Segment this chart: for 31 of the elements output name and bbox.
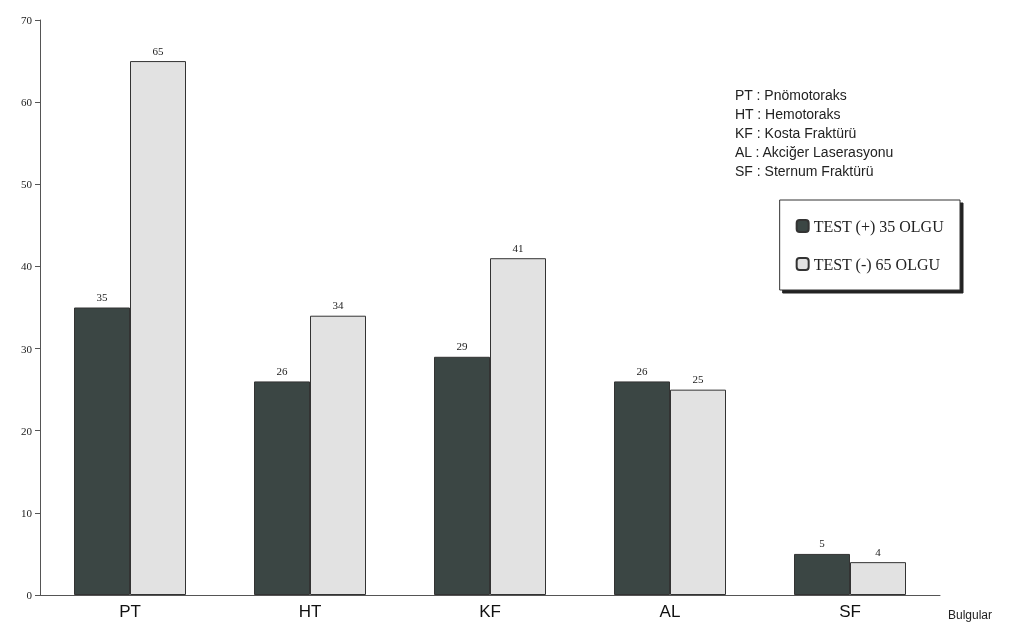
data-label: 5: [819, 537, 826, 550]
y-tick-label: 50: [21, 178, 33, 191]
x-tick-label: SF: [839, 602, 861, 621]
annotation: KF : Kosta Fraktürü: [735, 125, 857, 141]
data-label: 41: [512, 241, 524, 254]
x-tick-label: KF: [479, 602, 501, 621]
y-tick-label: 30: [21, 342, 33, 355]
data-label: 29: [456, 340, 468, 353]
data-label: 26: [636, 364, 648, 377]
y-tick-label: 40: [21, 260, 33, 273]
annotation: SF : Sternum Fraktürü: [735, 163, 874, 179]
x-tick-label: PT: [119, 602, 141, 621]
x-tick-label: AL: [659, 602, 681, 621]
data-label: 65: [152, 44, 164, 57]
y-tick-label: 60: [21, 96, 33, 109]
data-label: 4: [875, 545, 882, 558]
legend-label: TEST (-) 65 OLGU: [813, 255, 941, 274]
y-tick-label: 70: [21, 14, 33, 26]
annotation: PT : Pnömotoraks: [735, 87, 847, 103]
x-axis-title: Bulgular: [948, 608, 993, 622]
data-label: 25: [692, 373, 704, 386]
data-label: 35: [96, 291, 108, 303]
data-label: 34: [332, 299, 344, 312]
annotation: HT : Hemotoraks: [735, 106, 841, 122]
y-tick-label: 0: [26, 589, 33, 601]
legend-label: TEST (+) 35 OLGU: [813, 217, 945, 236]
x-tick-label: HT: [298, 602, 322, 621]
data-label: 26: [276, 364, 288, 377]
annotation: AL : Akciğer Laserasyonu: [735, 144, 894, 160]
y-tick-label: 20: [21, 424, 33, 437]
y-tick-label: 10: [21, 506, 33, 519]
